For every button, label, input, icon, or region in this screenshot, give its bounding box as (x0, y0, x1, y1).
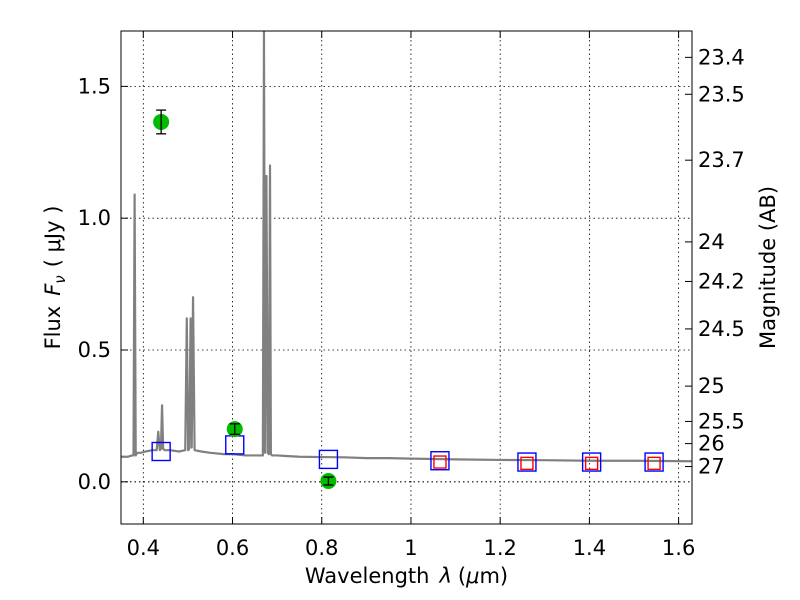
y2-tick-label: 25 (698, 374, 725, 398)
y-axis-label: FluxFν( μJy ) (41, 206, 69, 350)
y2-tick-label: 27 (698, 455, 725, 479)
model-photometry-marker (581, 452, 602, 472)
x-tick-label: 0.6 (216, 536, 249, 560)
y2-tick-label: 24.5 (698, 317, 745, 341)
y-tick-label: 1.0 (78, 206, 111, 230)
y2-tick-label: 24.2 (698, 269, 745, 293)
model-photometry-marker (517, 452, 537, 472)
plot-area (121, 31, 692, 490)
x-tick-label: 0.4 (127, 536, 160, 560)
y2-tick-label: 24 (698, 230, 725, 254)
x-axis-label: Wavelength λ (μm) (305, 564, 508, 588)
y2-axis-label: Magnitude (AB) (756, 186, 780, 349)
axis-ticks: 0.4 0.6 0.8 1 1.2 1.4 1.6 0.0 0.5 1.0 1.5 23.4 23.5 2… (78, 31, 745, 560)
model-photometry-marker (644, 452, 664, 472)
y2-tick-label: 23.4 (698, 45, 745, 69)
y2-tick-label: 25.5 (698, 409, 745, 433)
spectrum-line (121, 31, 692, 463)
y2-tick-label: 26 (698, 432, 725, 456)
upper-limit-marker (584, 456, 599, 471)
axes-frame (120, 30, 693, 525)
model-photometry-marker (318, 449, 339, 470)
x-tick-label: 1.4 (573, 536, 606, 560)
y2-tick-label: 23.5 (698, 82, 745, 106)
model-photometry-marker (430, 451, 450, 471)
upper-limit-marker (647, 456, 661, 471)
upper-limit-marker (520, 456, 534, 471)
y-tick-label: 0.0 (78, 470, 111, 494)
y-tick-label: 0.5 (78, 338, 111, 362)
x-tick-label: 1.2 (483, 536, 516, 560)
model-photometry-marker (151, 441, 171, 462)
y2-tick-label: 23.7 (698, 148, 745, 172)
grid (121, 31, 692, 524)
x-tick-label: 1 (404, 536, 417, 560)
x-tick-label: 1.6 (662, 536, 695, 560)
upper-limit-marker (433, 455, 447, 469)
y-tick-label: 1.5 (78, 74, 111, 98)
x-tick-label: 0.8 (305, 536, 338, 560)
